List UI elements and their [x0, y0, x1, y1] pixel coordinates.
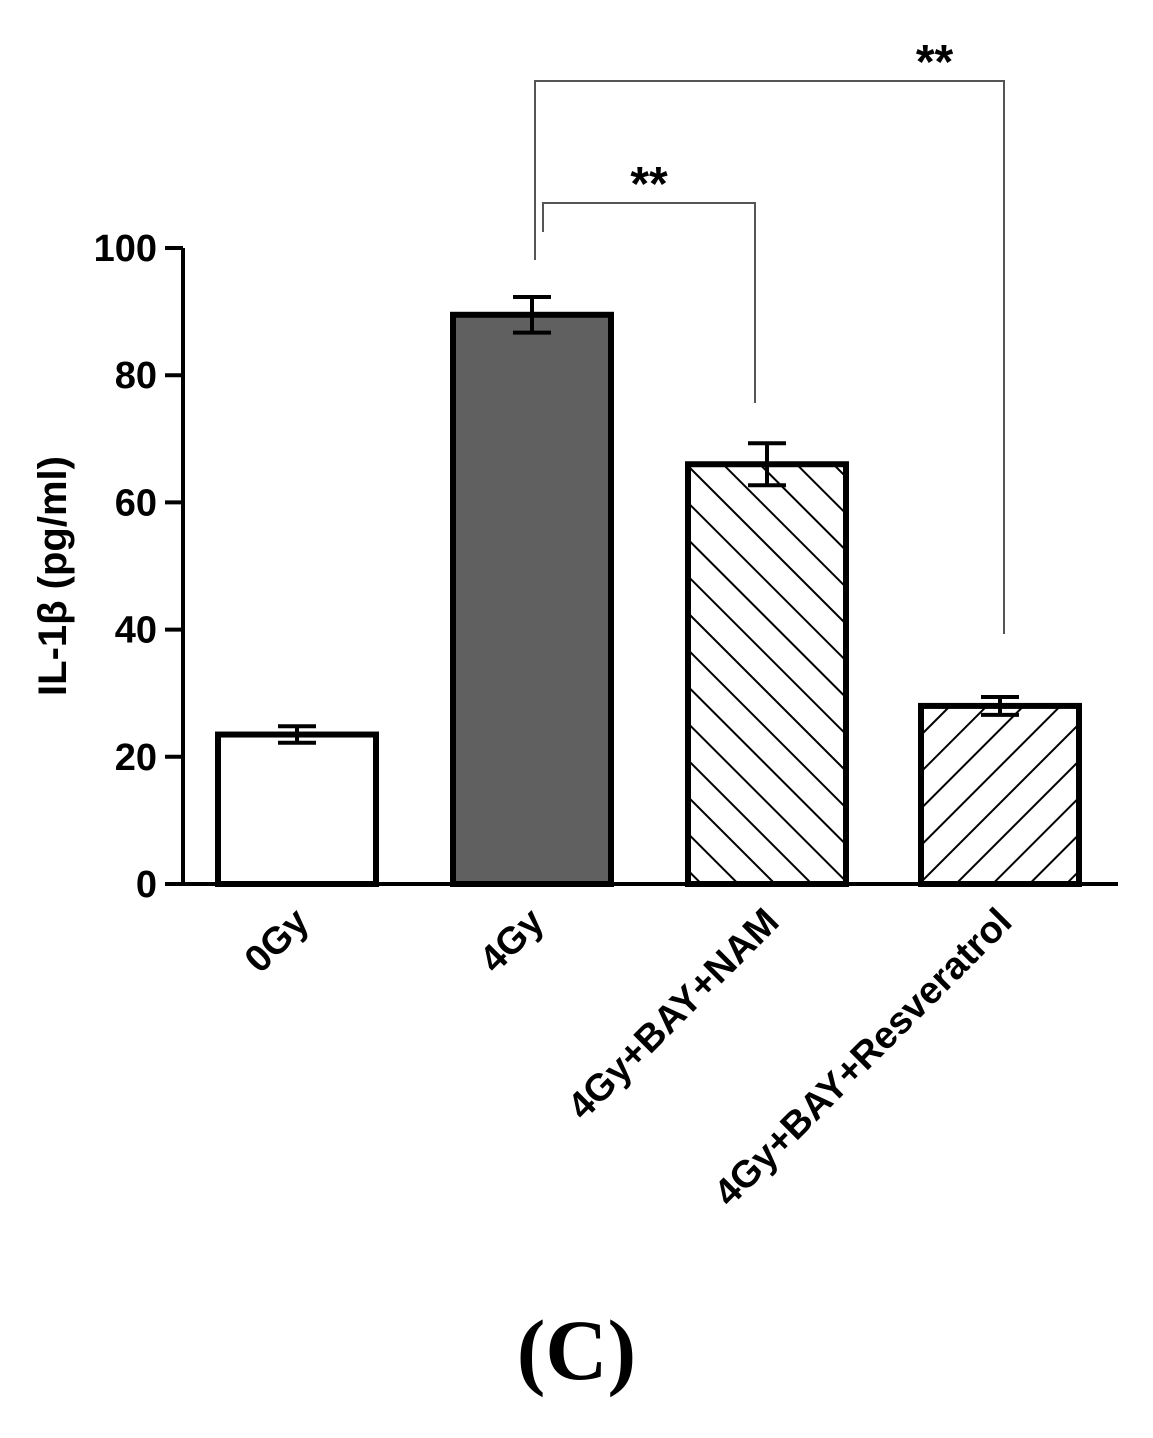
y-axis-ticks: 0 20 40 60 80 100	[94, 228, 183, 906]
panel-label: (C)	[516, 1302, 637, 1398]
y-tick-label: 20	[115, 737, 157, 779]
bar-2	[685, 461, 849, 887]
y-tick-label: 0	[136, 864, 157, 906]
bar-chart: 0 20 40 60 80 100 ** ** IL-1β (pg/ml) 0Gy 4Gy 4G…	[31, 36, 1118, 1215]
bar-3	[918, 702, 1082, 887]
y-tick-label: 80	[115, 355, 157, 397]
x-category-label: 4Gy+BAY+NAM	[560, 901, 787, 1128]
y-axis-label: IL-1β (pg/ml)	[31, 456, 75, 696]
significance-label: **	[916, 36, 954, 89]
significance-brackets: ** **	[534, 36, 1005, 634]
bar-1	[450, 311, 614, 887]
significance-label: **	[630, 158, 668, 211]
y-tick-label: 60	[115, 482, 157, 524]
y-tick-label: 40	[115, 610, 157, 652]
x-category-label: 4Gy	[472, 901, 552, 981]
significance-bracket	[534, 80, 1005, 634]
y-tick-label: 100	[94, 228, 157, 270]
x-category-label: 0Gy	[237, 901, 317, 981]
bars	[215, 294, 1082, 887]
significance-bracket	[542, 202, 756, 403]
bar-0	[215, 731, 379, 887]
